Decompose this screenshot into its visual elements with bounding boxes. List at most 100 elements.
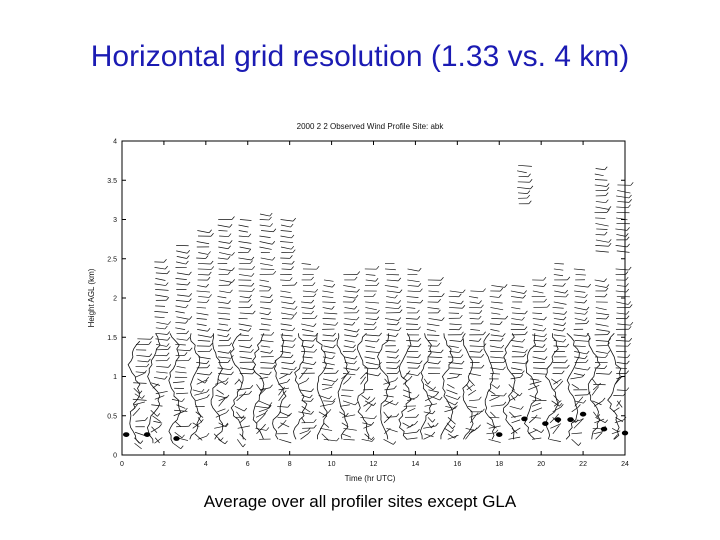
wind-barb [486, 432, 496, 435]
surface-dot [554, 417, 562, 423]
wind-barb [427, 351, 441, 354]
wind-barb [427, 417, 433, 423]
wind-barb-flag [227, 359, 231, 363]
wind-barb-flag [628, 266, 632, 271]
wind-barb-flag [626, 315, 630, 319]
wind-barb [132, 410, 138, 416]
wind-barb-flag [431, 424, 435, 429]
profile-trace [419, 333, 433, 440]
wind-barb-flag [607, 331, 611, 335]
wind-barb [466, 384, 474, 391]
wind-barb-flag [416, 428, 420, 433]
wind-barb-flag [272, 256, 276, 261]
wind-barb-flag [500, 287, 504, 292]
wind-barb [365, 318, 377, 321]
wind-barb [553, 323, 564, 326]
wind-barb [343, 379, 349, 385]
wind-barb [302, 362, 314, 366]
profile-trace [230, 333, 244, 440]
wind-barb [575, 296, 585, 298]
x-tick-label: 14 [412, 461, 420, 468]
wind-barb [196, 373, 210, 376]
wind-barb [213, 433, 222, 441]
wind-barb [197, 417, 203, 423]
wind-barb-flag [564, 359, 568, 363]
wind-barb [553, 301, 567, 305]
wind-barb-flag [580, 396, 584, 400]
wind-barb [384, 318, 399, 321]
wind-barb [363, 424, 372, 429]
wind-barb-flag [231, 252, 235, 256]
wind-barb-flag [229, 289, 233, 294]
wind-barb [407, 407, 416, 413]
wind-barb-flag [354, 401, 359, 406]
wind-barb-flag [291, 315, 295, 320]
wind-barb [511, 389, 520, 397]
wind-barb-flag [452, 425, 456, 429]
wind-barb [406, 323, 418, 325]
wind-barb [427, 340, 438, 342]
wind-barb [553, 340, 564, 343]
wind-barb-flag [604, 231, 608, 236]
wind-barb-flag [262, 413, 266, 417]
wind-barb [259, 224, 271, 227]
wind-barb [321, 433, 330, 441]
wind-barb [154, 310, 169, 313]
wind-barb [301, 263, 311, 265]
wind-barb-flag [186, 337, 190, 341]
wind-barb [301, 301, 312, 304]
wind-barb [490, 411, 496, 418]
wind-barb [595, 239, 609, 243]
wind-barb-flag [273, 270, 277, 275]
wind-barb [383, 411, 390, 419]
wind-barb-flag [354, 276, 358, 281]
wind-barb [491, 285, 505, 288]
wind-barb-flag [432, 386, 436, 391]
wind-barb [234, 406, 245, 412]
wind-barb [594, 356, 606, 358]
wind-barb-flag [354, 355, 358, 360]
wind-barb-flag [225, 423, 229, 428]
wind-barb [533, 373, 547, 375]
wind-barb [448, 345, 459, 348]
wind-barb [428, 395, 440, 401]
wind-barb [195, 397, 208, 402]
wind-barb [533, 285, 544, 287]
wind-barb [428, 290, 440, 293]
wind-barb-flag [395, 377, 399, 381]
wind-barb-flag [480, 320, 484, 325]
wind-barb [406, 340, 419, 342]
y-axis-label: Height AGL (km) [87, 268, 96, 327]
wind-barb-flag [248, 294, 252, 299]
surface-dot [521, 416, 528, 422]
wind-barb [614, 419, 624, 424]
wind-barb-flag [304, 368, 308, 373]
wind-barb-flag [419, 288, 423, 292]
wind-barb [532, 437, 542, 440]
surface-dot [600, 426, 608, 432]
wind-barb-flag [355, 333, 359, 338]
wind-barb [172, 381, 185, 384]
wind-barb [406, 307, 416, 309]
wind-barb [469, 413, 480, 418]
wind-barb [218, 268, 233, 272]
wind-barb [322, 378, 336, 383]
wind-barb [198, 252, 209, 255]
wind-barb [552, 428, 558, 435]
wind-barb-flag [247, 249, 251, 253]
wind-barb [341, 394, 352, 397]
wind-barb-flag [604, 365, 608, 369]
wind-barb [469, 399, 479, 402]
wind-barb [364, 340, 377, 343]
wind-barb [596, 228, 608, 230]
wind-barb [300, 433, 309, 440]
wind-barb-flag [227, 300, 231, 304]
wind-barb-flag [609, 371, 613, 375]
wind-barb-flag [289, 255, 293, 259]
wind-barb [258, 408, 269, 413]
wind-barb [135, 371, 146, 374]
wind-barb-flag [482, 288, 486, 292]
wind-barb [617, 323, 631, 326]
wind-barb-flag [521, 370, 525, 374]
wind-barb [196, 257, 206, 259]
